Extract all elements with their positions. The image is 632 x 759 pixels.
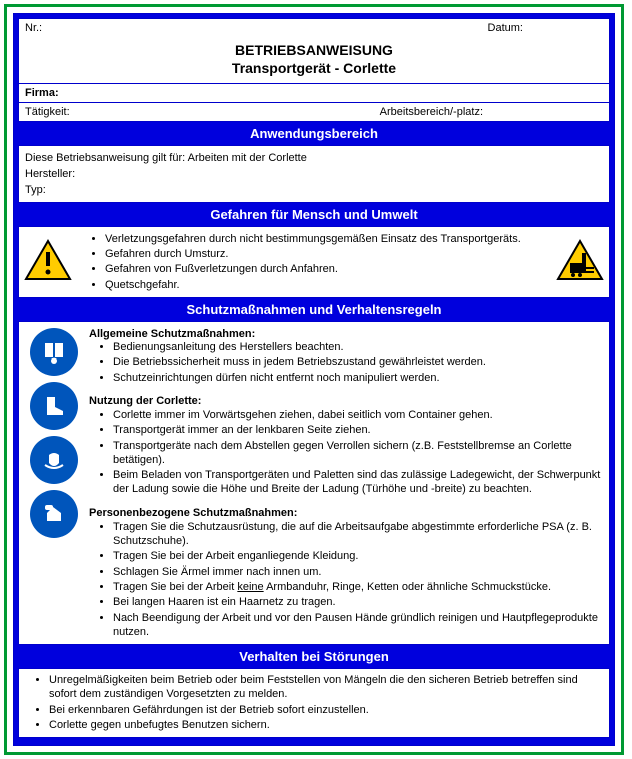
hazard-item: Gefahren von Fußverletzungen durch Anfah… bbox=[105, 262, 547, 277]
general-list: Bedienungsanleitung des Herstellers beac… bbox=[89, 340, 603, 386]
firma-row: Firma: bbox=[19, 83, 609, 103]
text-span: Tragen Sie bei der Arbeit bbox=[113, 581, 237, 593]
arbeitsbereich-label: Arbeitsbereich/-platz: bbox=[380, 106, 603, 118]
list-item: Schlagen Sie Ärmel immer nach innen um. bbox=[113, 564, 603, 579]
firma-label: Firma: bbox=[25, 87, 59, 99]
hazard-item: Verletzungsgefahren durch nicht bestimmu… bbox=[105, 231, 547, 246]
safety-icon-column bbox=[25, 326, 83, 640]
taetigkeit-label: Tätigkeit: bbox=[25, 106, 70, 118]
section-header-hazards: Gefahren für Mensch und Umwelt bbox=[18, 206, 610, 223]
list-item: Tragen Sie bei der Arbeit keine Armbandu… bbox=[113, 579, 603, 594]
personal-list: Tragen Sie die Schutzausrüstung, die auf… bbox=[89, 519, 603, 639]
faults-list: Unregelmäßigkeiten beim Betrieb oder bei… bbox=[25, 673, 603, 733]
personal-head: Personenbezogene Schutzmaßnahmen: bbox=[89, 507, 603, 519]
title-line2: Transportgerät - Corlette bbox=[19, 59, 609, 77]
document-inner-frame: Nr.: Datum: BETRIEBSANWEISUNG Transportg… bbox=[13, 13, 615, 746]
skin-protection-icon bbox=[30, 490, 78, 538]
list-item: Nach Beendigung der Arbeit und vor den P… bbox=[113, 610, 603, 640]
section-header-safety: Schutzmaßnahmen und Verhaltensregeln bbox=[18, 301, 610, 318]
list-item: Tragen Sie bei der Arbeit enganliegende … bbox=[113, 549, 603, 564]
header-row-nr-datum: Nr.: Datum: bbox=[19, 19, 609, 37]
safety-boots-icon bbox=[30, 382, 78, 430]
safety-panel: Allgemeine Schutzmaßnahmen: Bedienungsan… bbox=[18, 321, 610, 645]
warning-forklift-icon bbox=[555, 239, 605, 284]
general-head: Allgemeine Schutzmaßnahmen: bbox=[89, 328, 603, 340]
text-span: Armbanduhr, Ringe, Ketten oder ähnliche … bbox=[264, 581, 551, 593]
list-item: Schutzeinrichtungen dürfen nicht entfern… bbox=[113, 370, 603, 385]
wash-hands-icon bbox=[30, 436, 78, 484]
list-item: Corlette immer im Vorwärtsgehen ziehen, … bbox=[113, 407, 603, 422]
scope-panel: Diese Betriebsanweisung gilt für: Arbeit… bbox=[18, 145, 610, 203]
list-item: Transportgeräte nach dem Abstellen gegen… bbox=[113, 438, 603, 468]
hazard-item: Quetschgefahr. bbox=[105, 277, 547, 292]
hazards-list: Verletzungsgefahren durch nicht bestimmu… bbox=[73, 231, 555, 292]
safety-content: Allgemeine Schutzmaßnahmen: Bedienungsan… bbox=[83, 326, 603, 640]
header-panel: Nr.: Datum: BETRIEBSANWEISUNG Transportg… bbox=[18, 18, 610, 122]
list-item: Unregelmäßigkeiten beim Betrieb oder bei… bbox=[49, 673, 603, 703]
title-block: BETRIEBSANWEISUNG Transportgerät - Corle… bbox=[19, 37, 609, 83]
scope-line1: Diese Betriebsanweisung gilt für: Arbeit… bbox=[25, 150, 603, 166]
read-manual-icon bbox=[30, 328, 78, 376]
list-item: Bei langen Haaren ist ein Haarnetz zu tr… bbox=[113, 595, 603, 610]
taetigkeit-row: Tätigkeit: Arbeitsbereich/-platz: bbox=[19, 103, 609, 121]
scope-line2: Hersteller: bbox=[25, 166, 603, 182]
datum-label: Datum: bbox=[488, 22, 603, 34]
faults-panel: Unregelmäßigkeiten beim Betrieb oder bei… bbox=[18, 668, 610, 738]
usage-head: Nutzung der Corlette: bbox=[89, 395, 603, 407]
hazards-panel: Verletzungsgefahren durch nicht bestimmu… bbox=[18, 226, 610, 297]
list-item: Die Betriebssicherheit muss in jedem Bet… bbox=[113, 355, 603, 370]
list-item: Bei erkennbaren Gefährdungen ist der Bet… bbox=[49, 702, 603, 717]
hazard-item: Gefahren durch Umsturz. bbox=[105, 247, 547, 262]
warning-general-icon bbox=[23, 239, 73, 284]
keine-underline: keine bbox=[237, 581, 263, 593]
scope-line3: Typ: bbox=[25, 182, 603, 198]
document-outer-frame: Nr.: Datum: BETRIEBSANWEISUNG Transportg… bbox=[4, 4, 624, 755]
nr-label: Nr.: bbox=[25, 22, 42, 34]
list-item: Bedienungsanleitung des Herstellers beac… bbox=[113, 340, 603, 355]
list-item: Transportgerät immer an der lenkbaren Se… bbox=[113, 423, 603, 438]
list-item: Tragen Sie die Schutzausrüstung, die auf… bbox=[113, 519, 603, 549]
section-header-scope: Anwendungsbereich bbox=[18, 125, 610, 142]
usage-list: Corlette immer im Vorwärtsgehen ziehen, … bbox=[89, 407, 603, 497]
title-line1: BETRIEBSANWEISUNG bbox=[19, 41, 609, 59]
section-header-faults: Verhalten bei Störungen bbox=[18, 648, 610, 665]
list-item: Corlette gegen unbefugtes Benutzen siche… bbox=[49, 718, 603, 733]
list-item: Beim Beladen von Transportgeräten und Pa… bbox=[113, 468, 603, 498]
